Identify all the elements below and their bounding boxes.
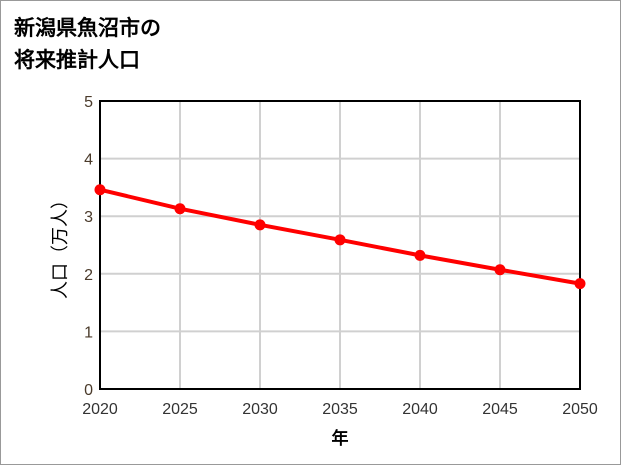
x-tick-label: 2020 [82, 401, 118, 418]
data-point [574, 278, 586, 290]
chart-title-line2: 将来推計人口 [14, 48, 140, 72]
x-tick-label: 2030 [242, 401, 278, 418]
data-point [414, 249, 426, 261]
chart-title-line1: 新潟県魚沼市の [14, 16, 161, 40]
x-axis-label: 年 [332, 428, 349, 449]
y-axis-label: 人口（万人） [50, 191, 71, 299]
plot-border [99, 100, 581, 390]
chart-title: 新潟県魚沼市の 将来推計人口 [14, 12, 161, 76]
data-point [334, 234, 346, 246]
data-point [254, 219, 266, 231]
data-point [94, 184, 106, 196]
y-tick-label: 1 [84, 324, 93, 341]
x-tick-label: 2025 [162, 401, 198, 418]
y-tick-label: 4 [84, 152, 93, 169]
y-tick-label: 0 [84, 382, 93, 399]
data-point [494, 264, 506, 276]
y-tick-label: 3 [84, 209, 93, 226]
x-tick-label: 2040 [402, 401, 438, 418]
y-tick-label: 5 [84, 94, 93, 111]
x-tick-label: 2045 [482, 401, 518, 418]
data-point [174, 203, 186, 215]
y-tick-label: 2 [84, 267, 93, 284]
x-tick-label: 2050 [562, 401, 598, 418]
x-tick-label: 2035 [322, 401, 358, 418]
